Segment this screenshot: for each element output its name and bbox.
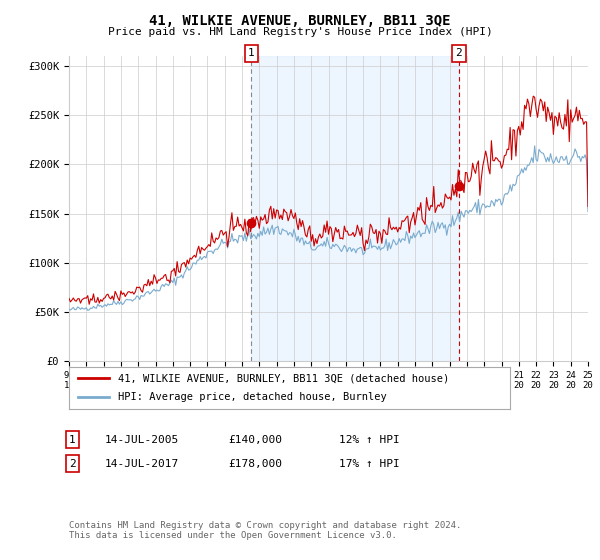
Text: 2: 2 — [69, 459, 76, 469]
Text: 14-JUL-2005: 14-JUL-2005 — [105, 435, 179, 445]
Text: 17% ↑ HPI: 17% ↑ HPI — [339, 459, 400, 469]
Text: 14-JUL-2017: 14-JUL-2017 — [105, 459, 179, 469]
Bar — [251, 56, 459, 361]
Text: 12% ↑ HPI: 12% ↑ HPI — [339, 435, 400, 445]
Text: 41, WILKIE AVENUE, BURNLEY, BB11 3QE: 41, WILKIE AVENUE, BURNLEY, BB11 3QE — [149, 14, 451, 28]
Text: 2: 2 — [455, 48, 463, 58]
Text: Price paid vs. HM Land Registry's House Price Index (HPI): Price paid vs. HM Land Registry's House … — [107, 27, 493, 37]
Text: Contains HM Land Registry data © Crown copyright and database right 2024.
This d: Contains HM Land Registry data © Crown c… — [69, 521, 461, 540]
Text: HPI: Average price, detached house, Burnley: HPI: Average price, detached house, Burn… — [118, 393, 386, 403]
Text: £178,000: £178,000 — [228, 459, 282, 469]
Text: 1: 1 — [248, 48, 255, 58]
Text: £140,000: £140,000 — [228, 435, 282, 445]
Text: 1: 1 — [69, 435, 76, 445]
Text: 41, WILKIE AVENUE, BURNLEY, BB11 3QE (detached house): 41, WILKIE AVENUE, BURNLEY, BB11 3QE (de… — [118, 373, 449, 383]
